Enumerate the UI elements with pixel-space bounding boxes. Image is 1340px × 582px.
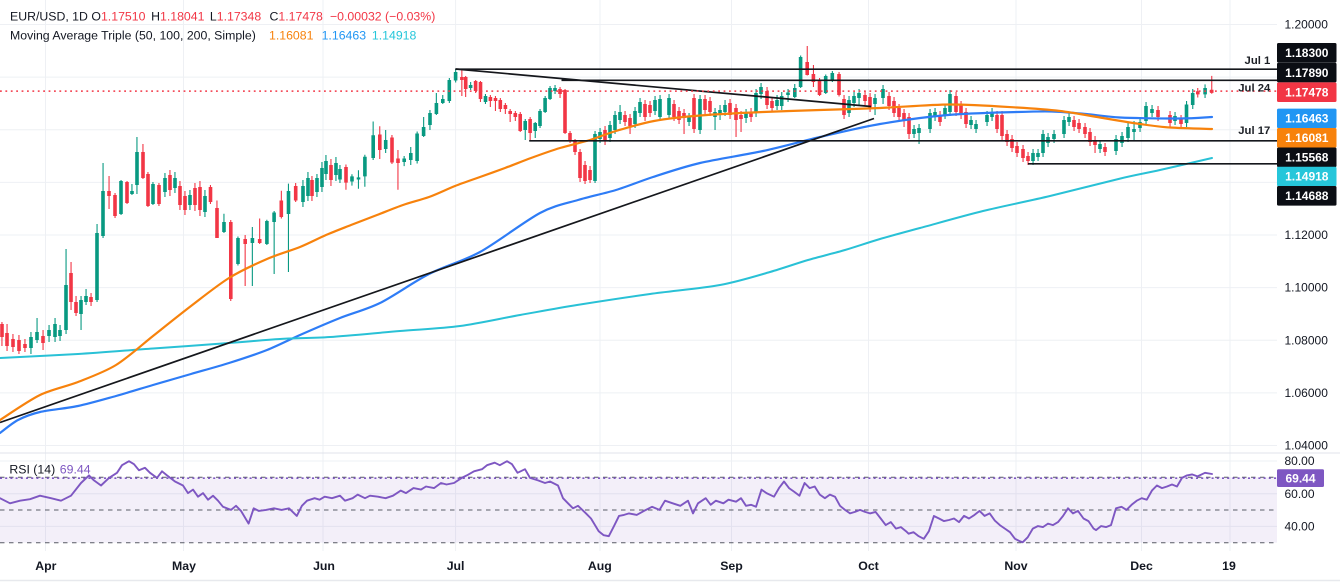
- svg-text:60.00: 60.00: [1285, 487, 1315, 501]
- svg-text:1.06000: 1.06000: [1285, 386, 1329, 400]
- svg-text:1.14688: 1.14688: [1285, 189, 1329, 203]
- svg-text:19: 19: [1222, 559, 1236, 573]
- svg-text:1.17478: 1.17478: [1285, 85, 1329, 99]
- svg-text:Moving Average Triple (50, 100: Moving Average Triple (50, 100, 200, Sim…: [10, 28, 417, 42]
- svg-text:1.16081: 1.16081: [1285, 131, 1329, 145]
- svg-text:Jun: Jun: [313, 559, 335, 573]
- svg-text:RSI (14)69.44: RSI (14) 69.44: [9, 462, 90, 476]
- svg-text:1.10000: 1.10000: [1285, 281, 1329, 295]
- svg-text:Oct: Oct: [858, 559, 879, 573]
- svg-text:Aug: Aug: [588, 559, 612, 573]
- svg-text:Dec: Dec: [1130, 559, 1153, 573]
- svg-text:1.12000: 1.12000: [1285, 228, 1329, 242]
- svg-text:1.08000: 1.08000: [1285, 333, 1329, 347]
- svg-text:Sep: Sep: [720, 559, 743, 573]
- svg-text:Nov: Nov: [1004, 559, 1027, 573]
- svg-text:1.15568: 1.15568: [1285, 151, 1329, 165]
- svg-text:Apr: Apr: [35, 559, 56, 573]
- svg-text:Jul 1: Jul 1: [1245, 55, 1271, 67]
- svg-text:Jul 24: Jul 24: [1238, 83, 1271, 95]
- svg-text:Jul: Jul: [447, 559, 465, 573]
- svg-text:80.00: 80.00: [1285, 454, 1315, 468]
- svg-text:1.04000: 1.04000: [1285, 439, 1329, 453]
- svg-text:40.00: 40.00: [1285, 520, 1315, 534]
- svg-text:1.20000: 1.20000: [1285, 18, 1329, 32]
- svg-text:Jul 17: Jul 17: [1238, 125, 1270, 137]
- svg-text:1.14918: 1.14918: [1285, 170, 1329, 184]
- svg-text:May: May: [172, 559, 196, 573]
- svg-text:1.16463: 1.16463: [1285, 112, 1329, 126]
- svg-text:1.17890: 1.17890: [1285, 66, 1329, 80]
- svg-text:69.44: 69.44: [1285, 471, 1315, 485]
- svg-text:1.18300: 1.18300: [1285, 46, 1329, 60]
